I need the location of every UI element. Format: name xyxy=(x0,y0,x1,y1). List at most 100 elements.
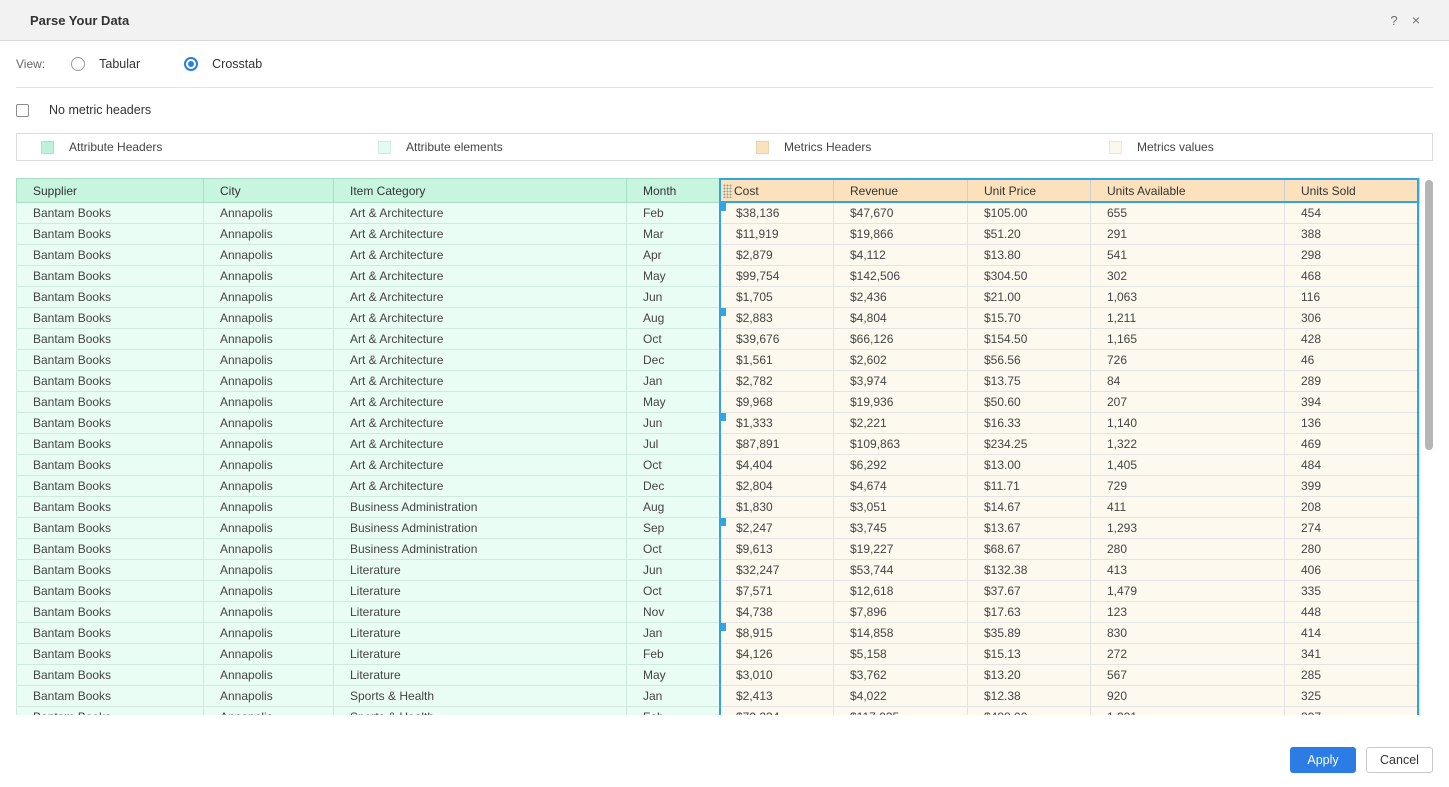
metric-cell[interactable]: 399 xyxy=(1285,476,1420,497)
metric-cell[interactable]: $14.67 xyxy=(968,497,1091,518)
attribute-cell[interactable]: Annapolis xyxy=(204,434,334,455)
column-header-item-category[interactable]: Item Category xyxy=(334,179,627,203)
attribute-cell[interactable]: Annapolis xyxy=(204,476,334,497)
attribute-cell[interactable]: Literature xyxy=(334,560,627,581)
metric-cell[interactable]: 1,165 xyxy=(1091,329,1285,350)
metric-cell[interactable]: $2,413 xyxy=(720,686,834,707)
attribute-cell[interactable]: Dec xyxy=(627,476,720,497)
metric-cell[interactable]: $15.13 xyxy=(968,644,1091,665)
metric-cell[interactable]: 454 xyxy=(1285,203,1420,224)
metric-cell[interactable]: 1,201 xyxy=(1091,707,1285,716)
metric-cell[interactable]: 136 xyxy=(1285,413,1420,434)
metric-cell[interactable]: 729 xyxy=(1091,476,1285,497)
attribute-cell[interactable]: Aug xyxy=(627,308,720,329)
help-icon[interactable]: ? xyxy=(1383,13,1405,28)
attribute-cell[interactable]: Art & Architecture xyxy=(334,413,627,434)
metric-cell[interactable]: 291 xyxy=(1091,224,1285,245)
attribute-cell[interactable]: Art & Architecture xyxy=(334,329,627,350)
vertical-scrollbar-thumb[interactable] xyxy=(1425,180,1433,450)
attribute-cell[interactable]: Bantam Books xyxy=(17,665,204,686)
metric-cell[interactable]: 84 xyxy=(1091,371,1285,392)
metric-cell[interactable]: 428 xyxy=(1285,329,1420,350)
attribute-cell[interactable]: Bantam Books xyxy=(17,581,204,602)
metric-cell[interactable]: $2,804 xyxy=(720,476,834,497)
attribute-cell[interactable]: Mar xyxy=(627,224,720,245)
metric-cell[interactable]: 302 xyxy=(1091,266,1285,287)
radio-option-crosstab[interactable]: Crosstab xyxy=(184,57,262,71)
metric-cell[interactable]: $13.20 xyxy=(968,665,1091,686)
metric-cell[interactable]: 541 xyxy=(1091,245,1285,266)
attribute-cell[interactable]: Sports & Health xyxy=(334,686,627,707)
attribute-cell[interactable]: Bantam Books xyxy=(17,707,204,716)
metric-cell[interactable]: 413 xyxy=(1091,560,1285,581)
attribute-cell[interactable]: Sep xyxy=(627,518,720,539)
metric-cell[interactable]: $4,674 xyxy=(834,476,968,497)
metric-cell[interactable]: $66,126 xyxy=(834,329,968,350)
attribute-cell[interactable]: Bantam Books xyxy=(17,392,204,413)
metric-cell[interactable]: 1,479 xyxy=(1091,581,1285,602)
attribute-cell[interactable]: Aug xyxy=(627,497,720,518)
metric-cell[interactable]: $53,744 xyxy=(834,560,968,581)
metric-cell[interactable]: $3,745 xyxy=(834,518,968,539)
metric-cell[interactable]: $16.33 xyxy=(968,413,1091,434)
metric-cell[interactable]: 272 xyxy=(1091,644,1285,665)
attribute-cell[interactable]: Art & Architecture xyxy=(334,371,627,392)
metric-cell[interactable]: $5,158 xyxy=(834,644,968,665)
metric-cell[interactable]: 920 xyxy=(1091,686,1285,707)
attribute-cell[interactable]: Art & Architecture xyxy=(334,203,627,224)
attribute-cell[interactable]: Bantam Books xyxy=(17,371,204,392)
column-header-units-sold[interactable]: Units Sold xyxy=(1285,179,1420,203)
attribute-cell[interactable]: Annapolis xyxy=(204,392,334,413)
attribute-cell[interactable]: Jan xyxy=(627,623,720,644)
metric-cell[interactable]: $117,035 xyxy=(834,707,968,716)
metric-cell[interactable]: $105.00 xyxy=(968,203,1091,224)
attribute-cell[interactable]: Annapolis xyxy=(204,413,334,434)
attribute-cell[interactable]: Oct xyxy=(627,455,720,476)
metric-cell[interactable]: $12,618 xyxy=(834,581,968,602)
column-header-revenue[interactable]: Revenue xyxy=(834,179,968,203)
column-header-units-available[interactable]: Units Available xyxy=(1091,179,1285,203)
metric-cell[interactable]: $38,136 xyxy=(720,203,834,224)
attribute-cell[interactable]: Annapolis xyxy=(204,644,334,665)
metric-cell[interactable]: 655 xyxy=(1091,203,1285,224)
metric-cell[interactable]: 448 xyxy=(1285,602,1420,623)
metric-cell[interactable]: 208 xyxy=(1285,497,1420,518)
metric-cell[interactable]: $39,676 xyxy=(720,329,834,350)
attribute-cell[interactable]: Bantam Books xyxy=(17,413,204,434)
metric-cell[interactable]: 116 xyxy=(1285,287,1420,308)
attribute-cell[interactable]: Art & Architecture xyxy=(334,266,627,287)
metric-cell[interactable]: $3,051 xyxy=(834,497,968,518)
column-header-unit-price[interactable]: Unit Price xyxy=(968,179,1091,203)
metric-cell[interactable]: 46 xyxy=(1285,350,1420,371)
attribute-cell[interactable]: Annapolis xyxy=(204,245,334,266)
attribute-cell[interactable]: Bantam Books xyxy=(17,203,204,224)
metric-cell[interactable]: $51.20 xyxy=(968,224,1091,245)
metric-cell[interactable]: $9,613 xyxy=(720,539,834,560)
attribute-cell[interactable]: Jun xyxy=(627,287,720,308)
metric-cell[interactable]: 1,322 xyxy=(1091,434,1285,455)
metric-cell[interactable]: $1,830 xyxy=(720,497,834,518)
attribute-cell[interactable]: Nov xyxy=(627,602,720,623)
metric-cell[interactable]: 411 xyxy=(1091,497,1285,518)
attribute-cell[interactable]: Annapolis xyxy=(204,350,334,371)
attribute-cell[interactable]: Annapolis xyxy=(204,707,334,716)
column-header-cost[interactable]: Cost xyxy=(720,179,834,203)
attribute-cell[interactable]: Annapolis xyxy=(204,287,334,308)
metric-cell[interactable]: $35.89 xyxy=(968,623,1091,644)
metric-cell[interactable]: $132.38 xyxy=(968,560,1091,581)
metric-cell[interactable]: $4,022 xyxy=(834,686,968,707)
attribute-cell[interactable]: Art & Architecture xyxy=(334,308,627,329)
metric-cell[interactable]: $50.60 xyxy=(968,392,1091,413)
metric-cell[interactable]: $21.00 xyxy=(968,287,1091,308)
metric-cell[interactable]: $87,891 xyxy=(720,434,834,455)
metric-cell[interactable]: 298 xyxy=(1285,245,1420,266)
metric-cell[interactable]: $68.67 xyxy=(968,539,1091,560)
attribute-cell[interactable]: May xyxy=(627,392,720,413)
attribute-cell[interactable]: Art & Architecture xyxy=(334,224,627,245)
metric-cell[interactable]: $14,858 xyxy=(834,623,968,644)
metric-cell[interactable]: 123 xyxy=(1091,602,1285,623)
attribute-cell[interactable]: Bantam Books xyxy=(17,266,204,287)
metric-cell[interactable]: 207 xyxy=(1091,392,1285,413)
metric-cell[interactable]: 394 xyxy=(1285,392,1420,413)
attribute-cell[interactable]: May xyxy=(627,266,720,287)
